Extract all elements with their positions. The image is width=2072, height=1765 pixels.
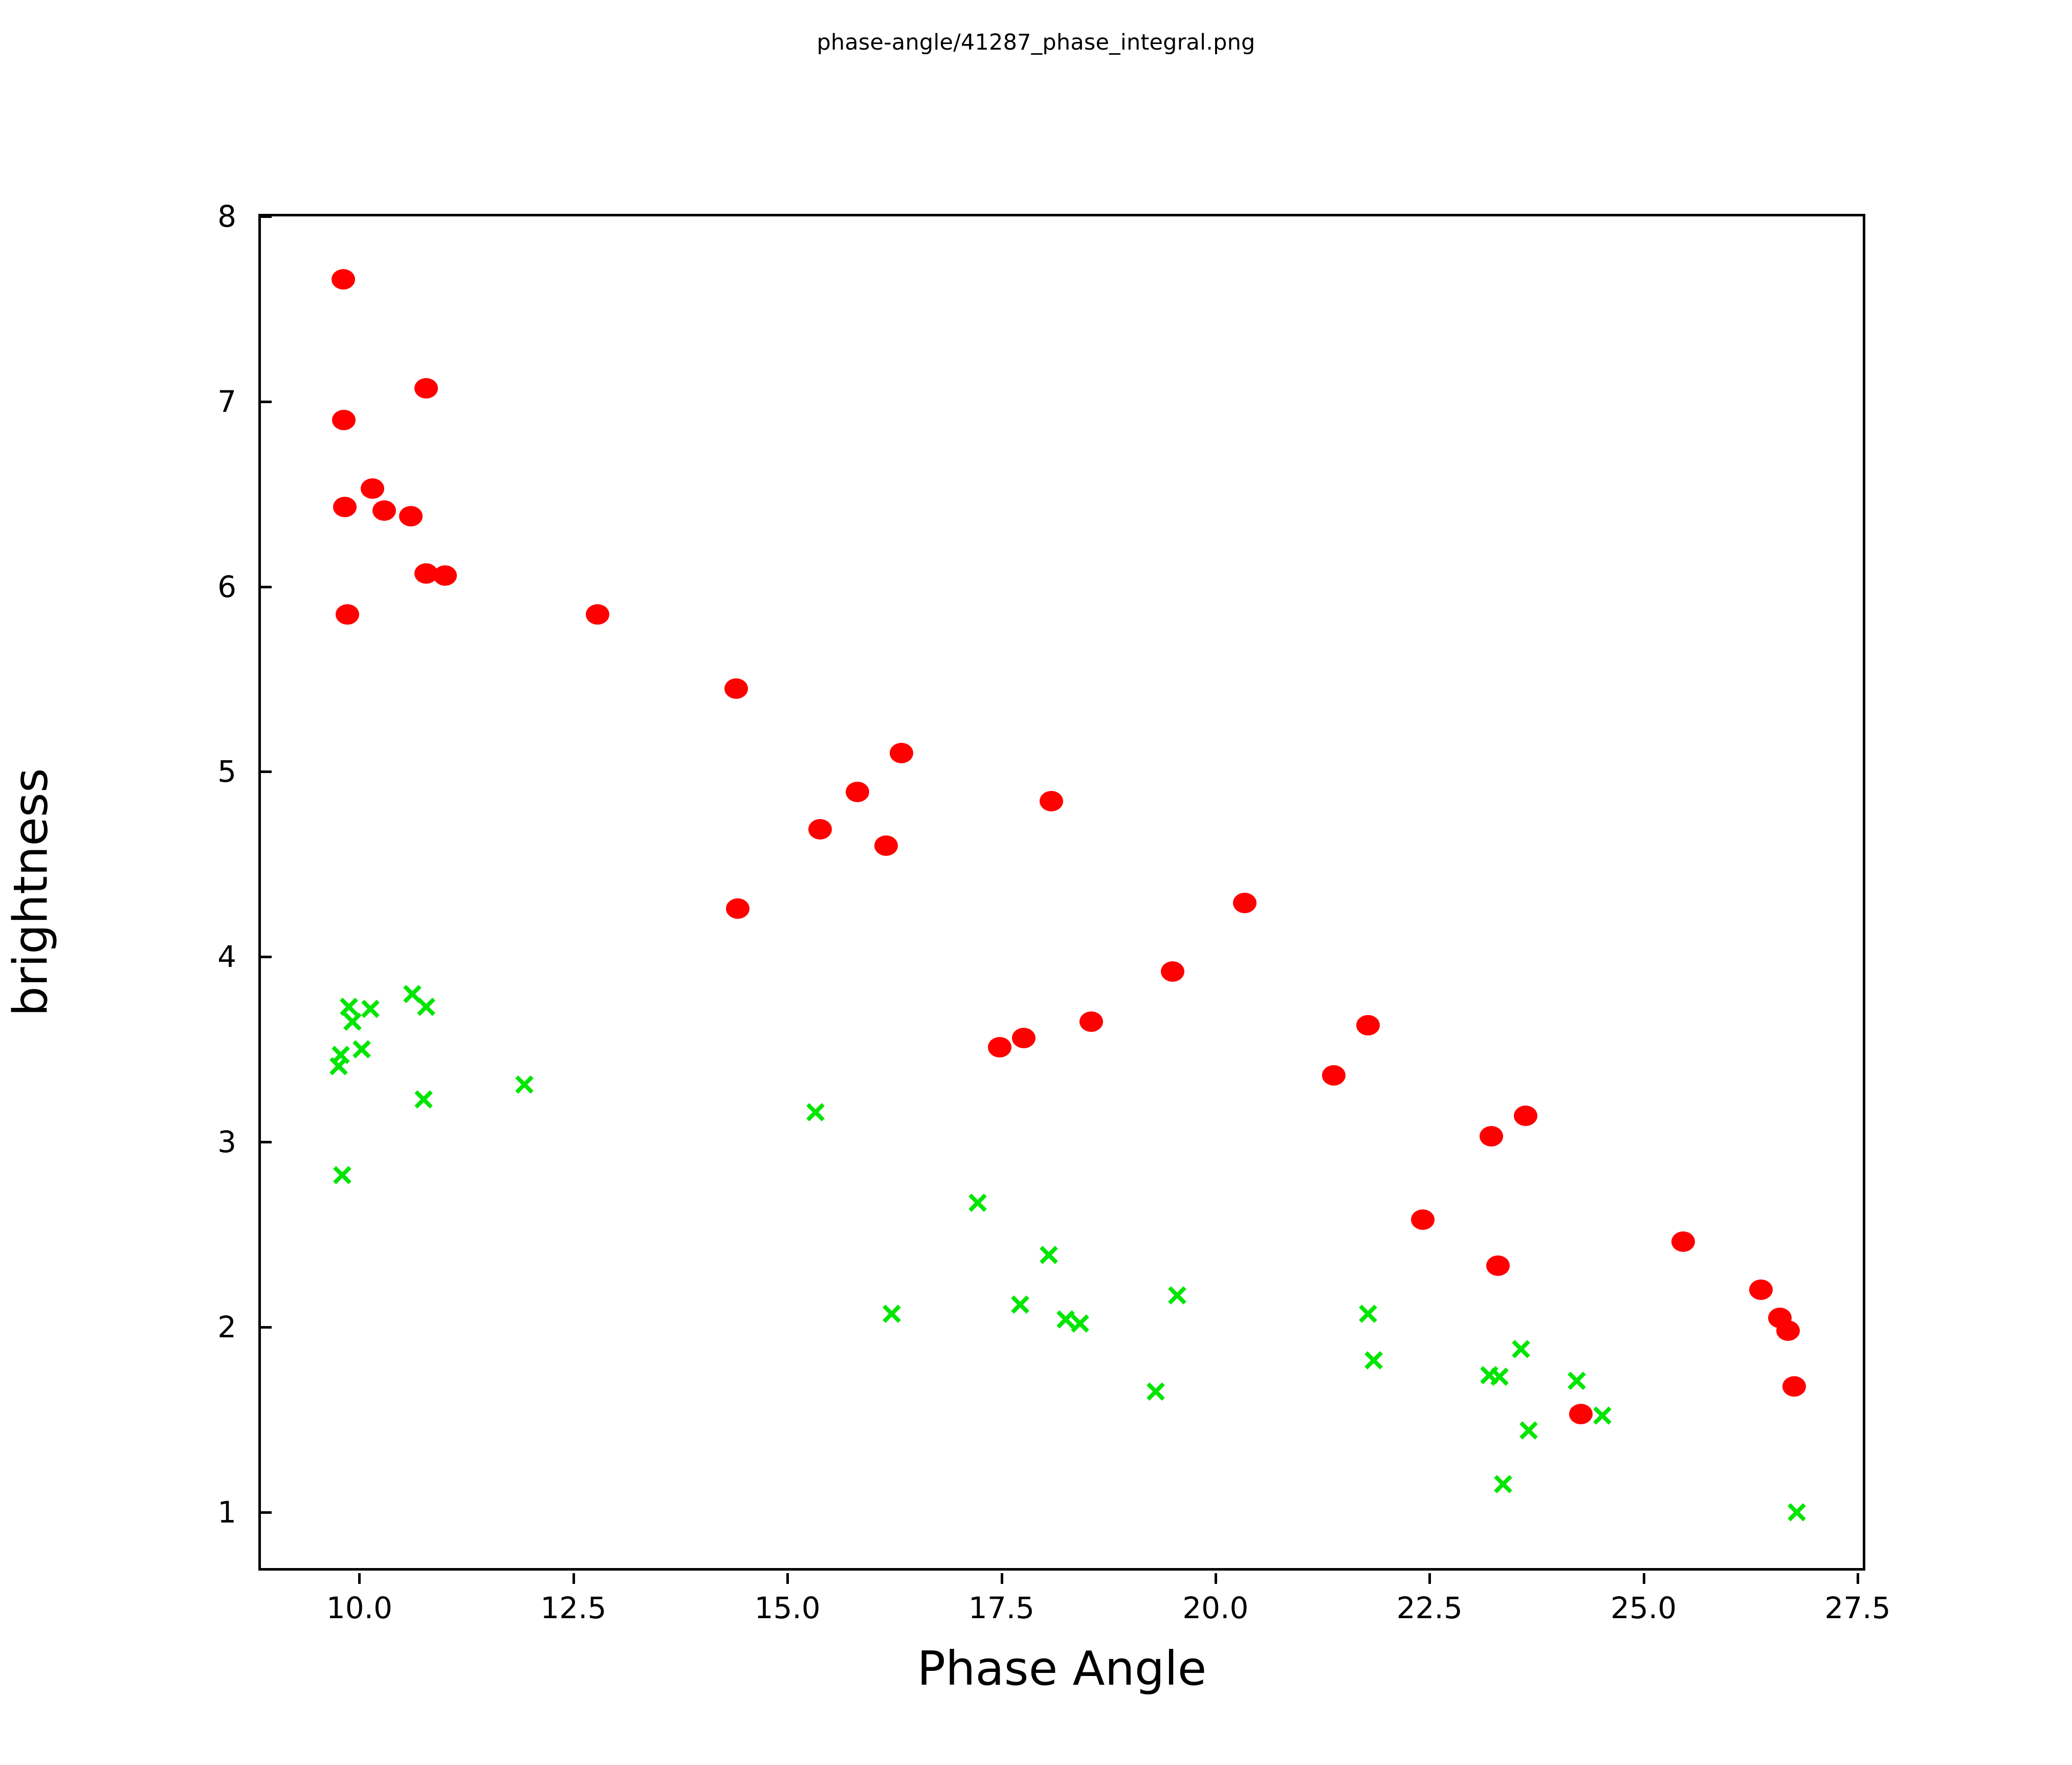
data-point-circle [889,743,913,764]
data-point-circle [1671,1231,1695,1252]
data-point-circle [1782,1376,1806,1397]
data-point-circle [1356,1015,1380,1036]
data-point-circle [372,500,396,521]
x-tick [786,1573,789,1584]
y-tick-label: 5 [217,754,236,789]
data-point-circle [331,269,355,290]
y-tick-label: 3 [217,1124,236,1159]
data-point-circle [333,497,357,518]
x-tick-label: 12.5 [540,1591,607,1625]
data-point-circle [1079,1011,1104,1032]
data-point-circle [433,565,457,586]
y-tick-label: 8 [217,199,236,234]
data-point-circle [724,678,748,699]
x-tick-label: 17.5 [968,1591,1035,1625]
y-tick [261,1326,272,1329]
y-tick [261,956,272,959]
y-tick [261,215,272,218]
data-point-circle [1232,893,1257,914]
data-point-circle [585,604,609,625]
data-point-circle [1569,1403,1593,1424]
x-axis-label: Phase Angle [917,1641,1207,1696]
data-point-circle [1513,1106,1537,1127]
figure-title: phase-angle/41287_phase_integral.png [817,30,1255,55]
data-point-circle [399,506,423,527]
data-point-circle [874,835,898,856]
plot-area: 1 2 3 4 5 6 7 8 10.0 12.5 15.0 17.5 20.0 22.5 25.0 27.… [217,199,1890,1625]
x-tick [358,1573,361,1584]
x-tick [1642,1573,1645,1584]
data-point-circle [360,478,384,499]
data-point-circle [1039,791,1063,812]
x-tick [1214,1573,1217,1584]
data-point-circle [1486,1255,1510,1276]
x-tick [1856,1573,1859,1584]
data-point-circle [1776,1320,1800,1341]
y-tick [261,585,272,588]
y-axis-ticks: 1 2 3 4 5 6 7 8 [217,199,1863,1568]
y-tick-label: 6 [217,569,236,604]
y-axis-label: brightness [3,768,58,1017]
x-tick-label: 27.5 [1824,1591,1891,1625]
y-tick [261,1141,272,1143]
data-point-circle [332,409,356,430]
y-tick [261,1511,272,1514]
data-point-circle [1410,1209,1435,1230]
x-tick [572,1573,575,1584]
x-tick-label: 22.5 [1396,1591,1463,1625]
data-point-circle [808,819,832,840]
x-tick [1428,1573,1431,1584]
y-tick-label: 7 [217,384,236,419]
data-point-circle [1479,1126,1503,1147]
data-point-circle [1012,1028,1035,1049]
data-point-circle [846,782,870,803]
data-point-circle [1321,1065,1346,1086]
y-tick-label: 2 [217,1309,236,1344]
x-tick-label: 20.0 [1182,1591,1249,1625]
x-tick-label: 15.0 [754,1591,821,1625]
y-tick-label: 4 [217,939,236,975]
data-point-circle [1161,961,1185,982]
data-point-circle [1749,1279,1773,1300]
data-point-circle [336,604,359,625]
data-point-circle [726,898,750,919]
y-tick-label: 1 [217,1494,236,1530]
y-tick [261,400,272,403]
data-point-circle [414,378,438,399]
data-point-circle [988,1037,1012,1058]
x-tick [1000,1573,1003,1584]
y-tick [261,770,272,774]
x-tick-label: 10.0 [326,1591,392,1625]
x-tick-label: 25.0 [1610,1591,1677,1625]
